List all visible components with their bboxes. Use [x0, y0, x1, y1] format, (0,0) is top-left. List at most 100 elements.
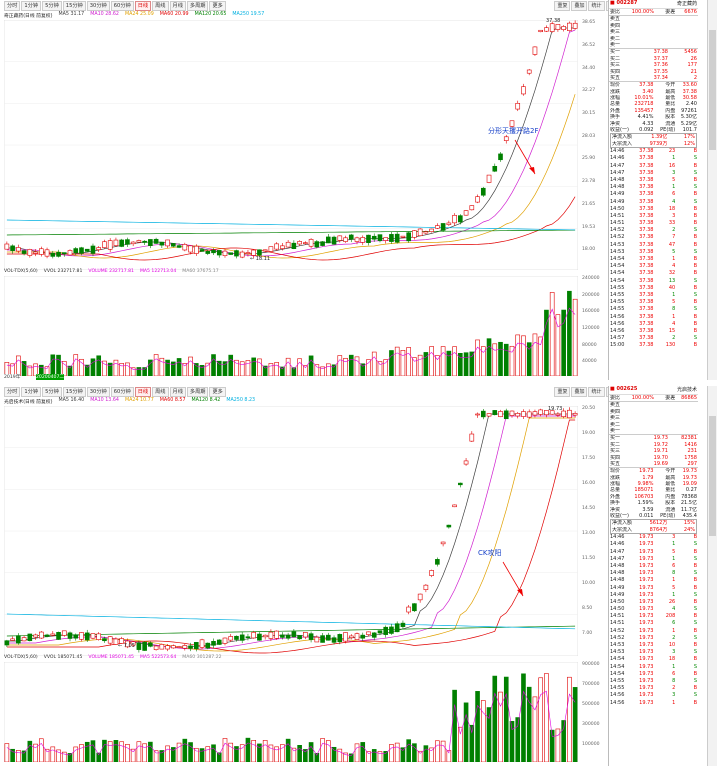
tick-side: B [693, 270, 697, 277]
volume-bar [268, 744, 274, 762]
candle-body [239, 251, 245, 258]
candle-body [262, 249, 268, 252]
candle-body [515, 413, 521, 417]
period-tab-月线[interactable]: 月线 [169, 387, 186, 397]
volume-bar [429, 346, 434, 376]
period-tab-5分钟[interactable]: 5分钟 [42, 1, 62, 11]
toolbar-button-重复[interactable]: 重复 [554, 387, 571, 397]
toolbar-button-统计[interactable]: 统计 [588, 387, 605, 397]
volume-bar [400, 350, 406, 376]
candle-body [102, 638, 107, 642]
tick-price: 37.38 [639, 335, 654, 342]
period-tab-30分钟[interactable]: 30分钟 [86, 387, 110, 397]
tick-price: 37.38 [639, 148, 654, 155]
bid-row-price: 37.35 [653, 68, 668, 75]
tick-volume: 18 [668, 656, 676, 663]
period-tab-多周期[interactable]: 多周期 [186, 387, 209, 397]
candle-body [228, 636, 234, 641]
quote-label: 总量 [610, 487, 621, 494]
ask-row: 卖一 [609, 42, 698, 48]
ma-line [6, 94, 576, 259]
period-tab-60分钟[interactable]: 60分钟 [110, 387, 134, 397]
tick-side: B [693, 342, 697, 349]
bid-row-volume: 1758 [684, 454, 697, 461]
bid-row-label: 买二 [610, 441, 621, 448]
period-tab-60分钟[interactable]: 60分钟 [110, 1, 134, 11]
candle-body [348, 234, 354, 240]
quote-label: 净资 [610, 506, 621, 513]
ask-row: 卖二 [609, 422, 698, 428]
volume-tick: 40000 [582, 359, 597, 365]
tick-volume: 1 [672, 577, 676, 584]
tick-volume: 4 [672, 263, 676, 270]
candle-body [555, 413, 561, 416]
candle-body [257, 633, 262, 641]
volume-bar [423, 352, 429, 376]
bid-row-price: 37.36 [653, 62, 668, 69]
tick-row: 14:53 37.38 5 S [609, 249, 698, 256]
scrollbar[interactable] [707, 386, 717, 766]
fund-flow-pct: 17% [683, 134, 696, 141]
candle-body [452, 214, 457, 224]
annotation-arrow [502, 561, 524, 597]
candle-body [84, 248, 90, 252]
candle-body [211, 250, 216, 254]
volume-bar [561, 720, 566, 762]
bid-row-volume: 2 [693, 74, 697, 81]
candle-body [303, 242, 308, 244]
order-diff-value: 6676 [684, 9, 697, 15]
quote-value: 9.98% [637, 481, 654, 488]
tick-row: 14:53 37.38 47 B [609, 242, 698, 249]
candle-body [50, 633, 56, 636]
volume-bar [475, 339, 480, 376]
period-tab-日线[interactable]: 日线 [134, 1, 152, 11]
quote-value: 30.58 [682, 95, 697, 102]
candle-body [216, 639, 222, 645]
tick-price: 37.38 [639, 155, 654, 162]
volume-legend-item: MA5 522573.64 [139, 655, 177, 660]
period-tab-周线[interactable]: 周线 [152, 387, 169, 397]
scrollbar-thumb[interactable] [709, 30, 716, 150]
period-tab-15分钟[interactable]: 15分钟 [62, 1, 86, 11]
tick-side: S [693, 306, 697, 313]
period-tab-1分钟[interactable]: 1分钟 [21, 1, 42, 11]
period-tab-分时[interactable]: 分时 [4, 387, 21, 397]
quote-value: 37.38 [682, 88, 697, 95]
scrollbar-thumb[interactable] [709, 416, 716, 536]
toolbar-button-叠加[interactable]: 叠加 [571, 1, 588, 11]
toolbar-button-重复[interactable]: 重复 [554, 1, 571, 11]
toolbar-button-统计[interactable]: 统计 [588, 1, 605, 11]
period-tab-分时[interactable]: 分时 [4, 1, 21, 11]
period-tab-日线[interactable]: 日线 [134, 387, 152, 397]
tick-time: 14:46 [610, 155, 625, 162]
tick-price: 19.73 [639, 649, 654, 656]
volume-bar [262, 365, 268, 376]
tick-side: B [693, 534, 697, 541]
stock-label: 奇正藏药(日线 前复权) [4, 14, 53, 19]
period-tab-30分钟[interactable]: 30分钟 [86, 1, 110, 11]
tick-time: 14:53 [610, 241, 625, 248]
tick-volume: 33 [668, 220, 676, 227]
fund-flow-row: 大宗流入 8764万 24% [611, 527, 696, 533]
tick-volume: 2 [672, 685, 676, 692]
period-tab-更多[interactable]: 更多 [209, 387, 226, 397]
tick-volume: 1 [672, 313, 676, 320]
toolbar-button-叠加[interactable]: 叠加 [571, 387, 588, 397]
period-tab-1分钟[interactable]: 1分钟 [21, 387, 42, 397]
period-tab-5分钟[interactable]: 5分钟 [42, 387, 62, 397]
bid-row-label: 买一 [610, 435, 621, 442]
quote-label: 今开 [665, 82, 676, 89]
tick-side: B [693, 284, 697, 291]
period-tab-更多[interactable]: 更多 [209, 1, 226, 11]
tick-time: 14:57 [610, 335, 625, 342]
period-tab-月线[interactable]: 月线 [169, 1, 186, 11]
volume-bar [107, 362, 113, 376]
ask-row-volume [668, 42, 697, 48]
period-tab-周线[interactable]: 周线 [152, 1, 169, 11]
stock-code: ■ 002625 [610, 386, 638, 392]
period-tab-多周期[interactable]: 多周期 [186, 1, 209, 11]
ma-legend-item: MA250 8.23 [226, 398, 256, 403]
scrollbar[interactable] [707, 0, 717, 380]
quote-label: 今开 [665, 468, 676, 475]
period-tab-15分钟[interactable]: 15分钟 [62, 387, 86, 397]
